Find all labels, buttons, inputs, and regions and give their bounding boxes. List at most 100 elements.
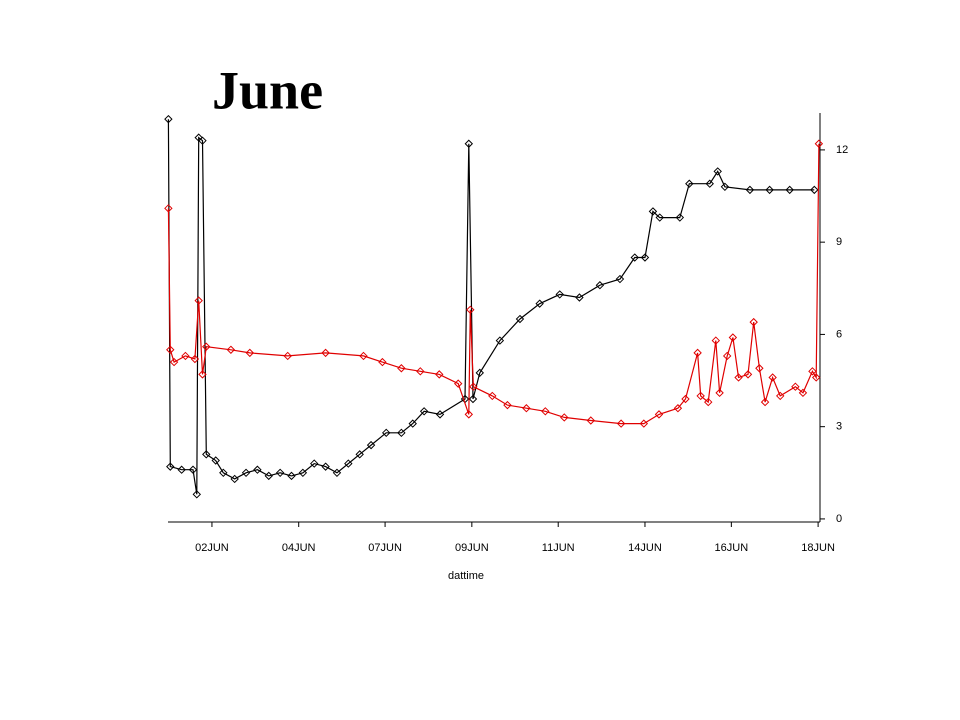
point-marker	[198, 370, 207, 379]
point-marker	[488, 391, 497, 401]
point-marker	[198, 136, 207, 145]
point-marker	[675, 213, 685, 222]
point-marker	[190, 354, 200, 364]
x-tick-label: 02JUN	[195, 542, 229, 554]
series-line	[167, 143, 820, 425]
point-marker	[435, 370, 444, 379]
chart-title: June	[212, 60, 323, 120]
point-marker	[785, 185, 794, 195]
point-marker	[194, 133, 203, 142]
point-marker	[715, 388, 724, 398]
point-marker	[181, 351, 190, 361]
point-marker	[615, 274, 625, 284]
point-marker	[640, 253, 650, 262]
point-marker	[166, 462, 175, 471]
point-marker	[245, 348, 255, 358]
point-marker	[814, 139, 824, 148]
point-marker	[275, 468, 285, 478]
point-marker	[586, 416, 596, 425]
x-axis-label: dattime	[448, 570, 484, 582]
point-marker	[722, 351, 732, 361]
x-tick-label: 07JUN	[368, 542, 402, 554]
point-marker	[798, 388, 808, 398]
y-tick-label: 3	[836, 421, 842, 433]
point-marker	[808, 367, 817, 376]
point-marker	[166, 345, 175, 354]
point-marker	[321, 462, 330, 471]
point-marker	[776, 391, 785, 401]
point-marker	[681, 394, 690, 404]
point-marker	[177, 465, 186, 474]
point-marker	[283, 351, 292, 361]
point-marker	[705, 179, 714, 188]
point-marker	[453, 379, 463, 388]
point-marker	[749, 317, 758, 327]
point-marker	[812, 373, 821, 382]
point-marker	[464, 139, 474, 148]
point-marker	[720, 182, 730, 192]
point-marker	[298, 468, 308, 478]
point-marker	[468, 394, 478, 404]
x-tick-label: 09JUN	[455, 542, 489, 554]
point-marker	[202, 450, 211, 459]
point-marker	[535, 299, 544, 308]
point-marker	[469, 382, 478, 391]
x-tick-label: 14JUN	[628, 542, 662, 554]
point-marker	[241, 468, 251, 478]
point-marker	[503, 400, 512, 410]
point-marker	[768, 373, 777, 382]
point-marker	[693, 348, 702, 358]
point-marker	[595, 281, 605, 290]
point-marker	[382, 428, 391, 438]
point-marker	[188, 465, 198, 474]
point-marker	[378, 357, 387, 367]
point-marker	[760, 397, 770, 407]
point-marker	[226, 345, 236, 354]
point-marker	[515, 314, 525, 324]
x-tick-label: 11JUN	[542, 542, 575, 554]
point-marker	[555, 290, 564, 299]
point-marker	[419, 407, 429, 416]
point-marker	[541, 407, 550, 416]
point-marker	[435, 410, 445, 419]
point-marker	[713, 167, 722, 176]
point-marker	[654, 410, 664, 419]
point-marker	[287, 471, 296, 481]
series-line	[167, 119, 815, 495]
point-marker	[685, 179, 694, 188]
point-marker	[711, 336, 721, 345]
point-marker	[359, 351, 368, 361]
point-marker	[310, 459, 319, 468]
point-marker	[202, 342, 211, 351]
point-marker	[366, 440, 376, 450]
point-marker	[704, 397, 713, 407]
point-marker	[475, 368, 485, 378]
point-marker	[648, 207, 658, 216]
point-marker	[397, 428, 406, 438]
y-tick-label: 9	[836, 236, 842, 248]
point-marker	[655, 213, 664, 222]
point-marker	[560, 413, 569, 422]
point-marker	[495, 336, 505, 345]
x-tick-label: 04JUN	[282, 542, 316, 554]
point-marker	[253, 465, 262, 474]
point-marker	[321, 348, 330, 358]
point-marker	[810, 185, 819, 195]
point-marker	[616, 419, 626, 428]
point-marker	[791, 382, 800, 391]
point-marker	[332, 468, 342, 478]
point-marker	[522, 404, 531, 413]
point-marker	[219, 468, 228, 478]
point-marker	[466, 305, 475, 315]
point-marker	[164, 204, 173, 213]
y-tick-label: 0	[836, 513, 842, 525]
point-marker	[673, 404, 683, 413]
point-marker	[194, 296, 203, 305]
point-marker	[639, 419, 649, 428]
point-marker	[211, 456, 220, 465]
point-marker	[416, 367, 425, 376]
point-marker	[743, 370, 753, 379]
point-marker	[164, 114, 173, 124]
x-tick-label: 18JUN	[801, 542, 835, 554]
